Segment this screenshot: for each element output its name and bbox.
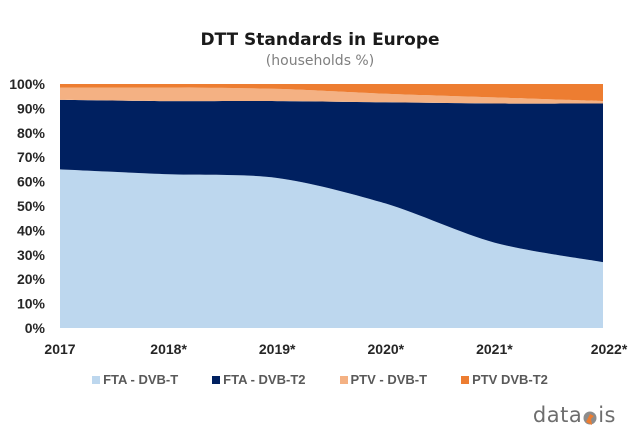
x-tick-label: 2022* bbox=[591, 341, 628, 357]
legend-swatch bbox=[339, 375, 348, 384]
legend-swatch bbox=[461, 375, 470, 384]
x-axis: 2017 2018* 2019* 2020* 2021* 2022* bbox=[44, 341, 627, 357]
dataxis-logo: data is bbox=[533, 403, 616, 427]
chart-title: DTT Standards in Europe bbox=[200, 30, 440, 50]
area-ptv-dvb-t2 bbox=[60, 84, 603, 102]
y-axis: 0% 10% 20% 30% 40% 50% 60% 70% 80% 90% 100% bbox=[9, 76, 45, 336]
legend-swatch bbox=[212, 375, 221, 384]
y-tick-label: 100% bbox=[9, 76, 45, 92]
legend-item: PTV - DVB-T bbox=[339, 372, 428, 387]
area-fta-dvb-t2 bbox=[60, 99, 603, 263]
y-tick-label: 60% bbox=[17, 174, 46, 190]
y-tick-label: 40% bbox=[17, 222, 46, 238]
y-tick-label: 70% bbox=[17, 149, 46, 165]
y-tick-label: 0% bbox=[25, 320, 46, 336]
legend-item: FTA - DVB-T2 bbox=[212, 372, 306, 387]
y-tick-label: 50% bbox=[17, 198, 46, 214]
legend: FTA - DVB-T FTA - DVB-T2 PTV - DVB-T PTV DV… bbox=[0, 372, 640, 387]
x-tick-label: 2020* bbox=[368, 341, 405, 357]
y-tick-label: 80% bbox=[17, 125, 46, 141]
logo-text-start: data bbox=[532, 403, 583, 427]
legend-swatch bbox=[92, 375, 101, 384]
logo-text-end: is bbox=[598, 403, 616, 427]
logo-x-icon bbox=[583, 407, 597, 425]
area-fta-dvb-t bbox=[60, 169, 603, 328]
y-tick-label: 30% bbox=[17, 247, 46, 263]
x-tick-label: 2017 bbox=[44, 341, 75, 357]
legend-label: FTA - DVB-T2 bbox=[223, 372, 306, 387]
chart-subtitle: (households %) bbox=[265, 53, 375, 69]
y-tick-label: 90% bbox=[17, 100, 46, 116]
x-tick-label: 2021* bbox=[476, 341, 513, 357]
area-ptv-dvb-t bbox=[60, 87, 603, 104]
area-series-group bbox=[60, 84, 603, 328]
legend-item: PTV DVB-T2 bbox=[461, 372, 548, 387]
x-tick-label: 2019* bbox=[259, 341, 296, 357]
y-tick-label: 20% bbox=[17, 271, 46, 287]
y-tick-label: 10% bbox=[17, 296, 46, 312]
legend-label: FTA - DVB-T bbox=[103, 372, 179, 387]
legend-item: FTA - DVB-T bbox=[92, 372, 178, 387]
legend-label: PTV - DVB-T bbox=[350, 372, 428, 387]
legend-label: PTV DVB-T2 bbox=[472, 372, 548, 387]
x-tick-label: 2018* bbox=[150, 341, 187, 357]
